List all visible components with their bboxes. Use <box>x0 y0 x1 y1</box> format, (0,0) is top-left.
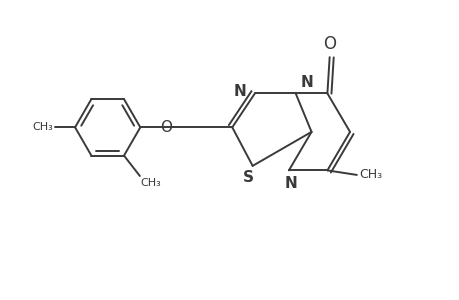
Text: N: N <box>300 75 312 90</box>
Text: CH₃: CH₃ <box>359 168 382 182</box>
Text: S: S <box>242 170 253 185</box>
Text: N: N <box>234 84 246 99</box>
Text: O: O <box>323 34 336 52</box>
Text: O: O <box>160 120 172 135</box>
Text: N: N <box>284 176 297 191</box>
Text: CH₃: CH₃ <box>140 178 161 188</box>
Text: CH₃: CH₃ <box>32 122 53 132</box>
